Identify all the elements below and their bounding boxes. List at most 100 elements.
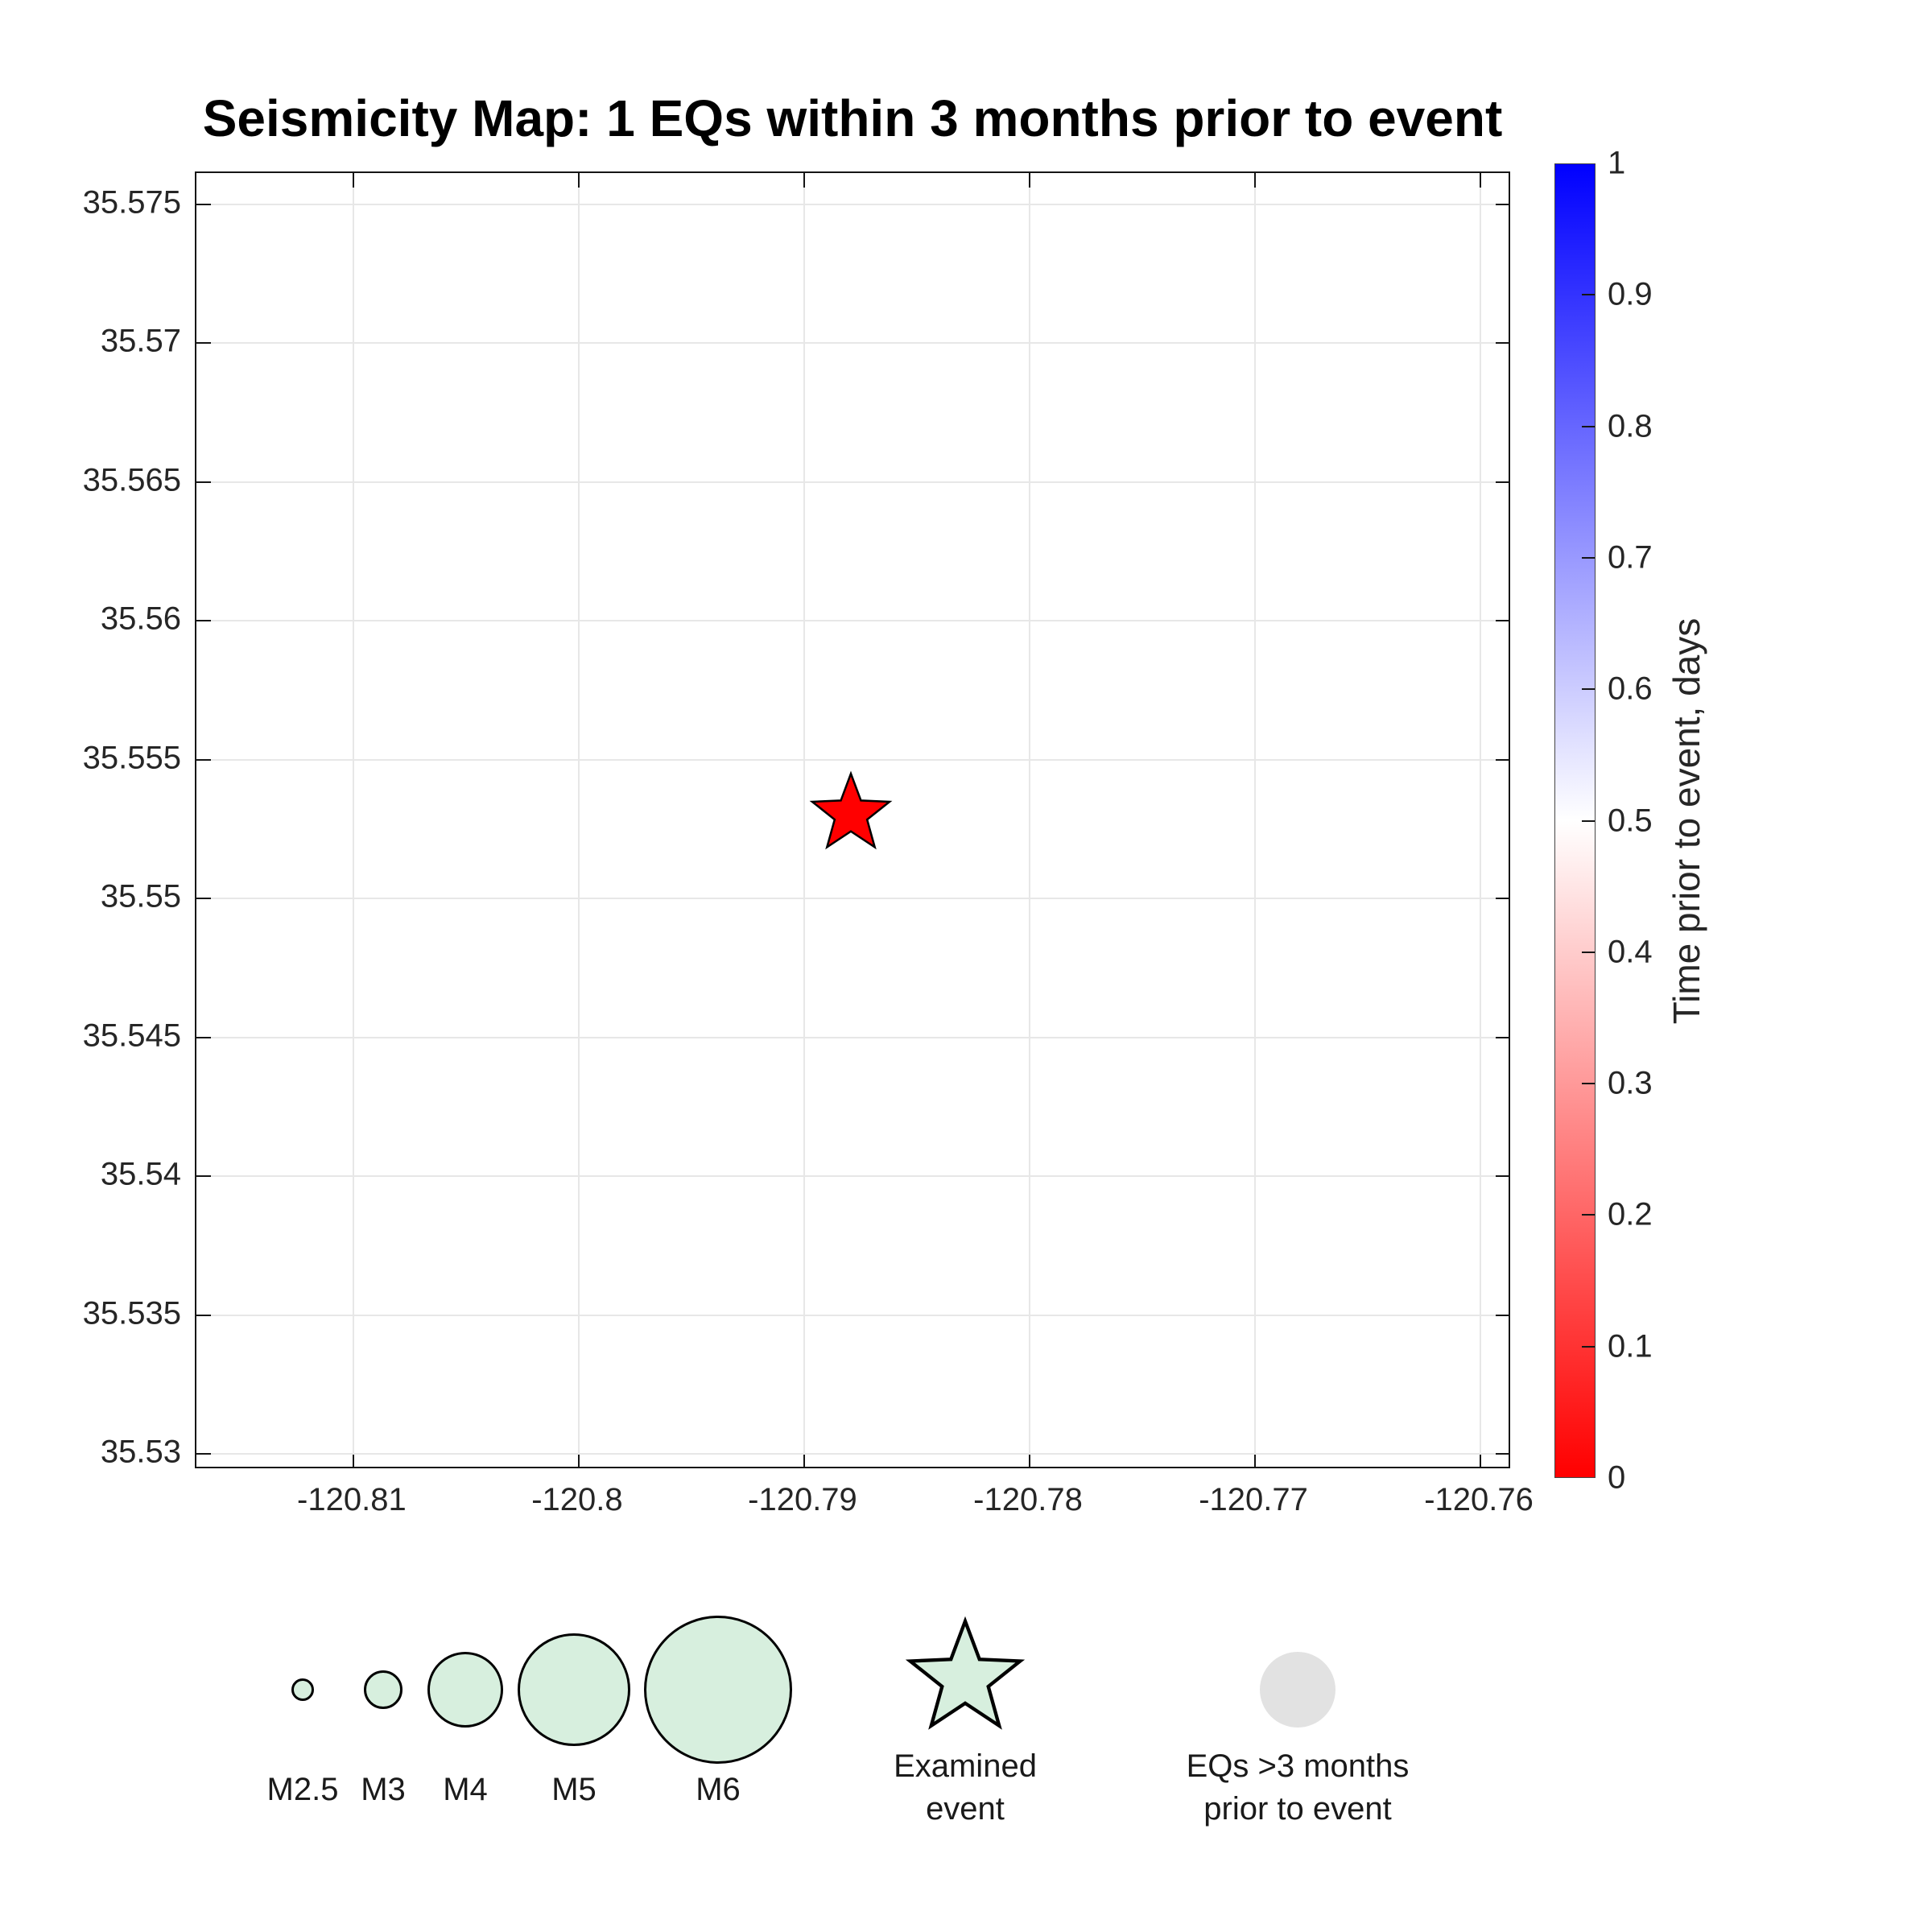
x-tick-label: -120.79 [748, 1482, 857, 1517]
x-tickmark-top [1254, 173, 1257, 188]
legend-prior-eqs-label-line: EQs >3 months [1186, 1748, 1410, 1784]
magnitude-label: M2.5 [266, 1772, 339, 1807]
colorbar-tickmark [1582, 556, 1595, 559]
legend-examined-event-label-line: Examined [894, 1748, 1037, 1784]
y-tickmark-left [196, 1175, 211, 1178]
y-tick-label: 35.535 [82, 1295, 181, 1331]
magnitude-label: M3 [361, 1772, 406, 1807]
colorbar-tick-label: 0.2 [1608, 1196, 1653, 1232]
x-gridline [1480, 173, 1482, 1467]
x-gridline [352, 173, 354, 1467]
legend-examined-event-star [902, 1616, 1029, 1743]
x-tickmark-bottom [352, 1454, 354, 1468]
y-tickmark-left [196, 203, 211, 205]
y-gridline [196, 620, 1509, 622]
magnitude-circle-m5 [518, 1633, 630, 1746]
x-gridline [577, 173, 580, 1467]
y-gridline [196, 1314, 1509, 1316]
chart-title: Seismicity Map: 1 EQs within 3 months pr… [202, 89, 1503, 147]
colorbar-tick-label: 0.3 [1608, 1065, 1653, 1101]
legend-prior-eqs-label-line: prior to event [1203, 1790, 1392, 1827]
y-tick-label: 35.545 [82, 1018, 181, 1054]
y-gridline [196, 1036, 1509, 1038]
legend-examined-event-label: Examined event [894, 1745, 1037, 1831]
y-tickmark-left [196, 1453, 211, 1455]
colorbar-tick-label: 0.6 [1608, 671, 1653, 707]
magnitude-label: M6 [696, 1772, 741, 1807]
colorbar-tick-label: 1 [1608, 145, 1626, 181]
y-tickmark-left [196, 758, 211, 761]
colorbar-tickmark [1582, 425, 1595, 427]
colorbar-tickmark [1582, 1345, 1595, 1348]
colorbar-tick-label: 0.8 [1608, 408, 1653, 444]
y-tick-label: 35.53 [100, 1434, 181, 1470]
magnitude-circle-m2.5 [291, 1678, 314, 1701]
colorbar-tickmark [1582, 688, 1595, 691]
x-gridline [1029, 173, 1030, 1467]
x-tickmark-bottom [803, 1454, 805, 1468]
x-tickmark-top [803, 173, 805, 188]
x-tick-label: -120.77 [1199, 1482, 1308, 1517]
examined-event-marker [806, 770, 895, 859]
magnitude-circle-m4 [427, 1652, 503, 1728]
magnitude-label: M4 [443, 1772, 488, 1807]
colorbar-tick-label: 0.7 [1608, 539, 1653, 576]
x-tickmark-top [352, 173, 354, 188]
y-tickmark-left [196, 620, 211, 622]
x-tick-label: -120.76 [1424, 1482, 1534, 1517]
legend-prior-eqs-label: EQs >3 months prior to event [1187, 1745, 1410, 1831]
x-tickmark-bottom [1029, 1454, 1030, 1468]
y-tickmark-right [1496, 1036, 1510, 1038]
y-tickmark-right [1496, 203, 1510, 205]
y-tickmark-right [1496, 620, 1510, 622]
y-gridline [196, 481, 1509, 483]
y-tick-label: 35.57 [100, 323, 181, 359]
y-tick-label: 35.54 [100, 1156, 181, 1192]
legend-prior-eqs-circle [1260, 1652, 1335, 1728]
x-tickmark-top [577, 173, 580, 188]
y-gridline [196, 758, 1509, 761]
colorbar-tick-label: 0.5 [1608, 803, 1653, 838]
y-gridline [196, 898, 1509, 900]
colorbar-label: Time prior to event, days [1666, 617, 1707, 1025]
y-gridline [196, 342, 1509, 345]
y-tickmark-left [196, 1314, 211, 1316]
x-gridline [1254, 173, 1257, 1467]
y-tickmark-right [1496, 758, 1510, 761]
y-gridline [196, 203, 1509, 205]
colorbar-tickmark [1582, 819, 1595, 822]
magnitude-label: M5 [551, 1772, 597, 1807]
colorbar-tick-label: 0 [1608, 1459, 1626, 1496]
y-tick-label: 35.575 [82, 184, 181, 221]
y-tickmark-right [1496, 1314, 1510, 1316]
y-tick-label: 35.55 [100, 878, 181, 914]
y-tick-label: 35.555 [82, 740, 181, 776]
colorbar-tick-label: 0.4 [1608, 934, 1653, 970]
colorbar-tickmark [1582, 951, 1595, 953]
y-tickmark-left [196, 1036, 211, 1038]
colorbar-tickmark [1582, 1214, 1595, 1216]
y-tickmark-right [1496, 342, 1510, 345]
y-gridline [196, 1175, 1509, 1178]
plot-area [195, 171, 1510, 1468]
y-gridline [196, 1453, 1509, 1455]
x-tickmark-bottom [577, 1454, 580, 1468]
x-tickmark-bottom [1254, 1454, 1257, 1468]
y-tick-label: 35.56 [100, 601, 181, 637]
y-tickmark-right [1496, 481, 1510, 483]
x-gridline [803, 173, 805, 1467]
colorbar-tick-label: 0.1 [1608, 1328, 1653, 1364]
x-tick-label: -120.78 [973, 1482, 1083, 1517]
magnitude-circle-m3 [364, 1670, 402, 1709]
legend-examined-event-label-line: event [926, 1790, 1005, 1827]
x-tickmark-top [1029, 173, 1030, 188]
y-tickmark-right [1496, 1175, 1510, 1178]
y-tickmark-left [196, 481, 211, 483]
y-tickmark-left [196, 342, 211, 345]
x-tickmark-top [1480, 173, 1482, 188]
x-tick-label: -120.81 [297, 1482, 407, 1517]
y-tickmark-left [196, 898, 211, 900]
magnitude-circle-m6 [644, 1616, 792, 1764]
